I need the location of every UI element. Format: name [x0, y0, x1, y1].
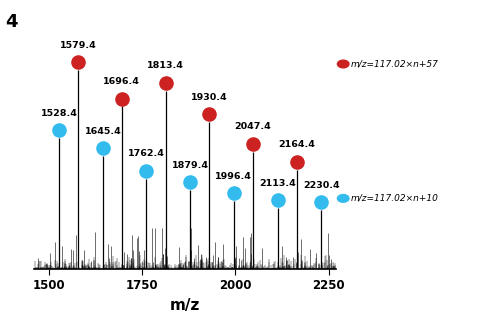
Point: [162, 80, 169, 85]
Point: [230, 191, 238, 196]
Point: [249, 141, 257, 146]
Point: [293, 159, 300, 164]
Point: [143, 168, 150, 173]
Text: 1879.4: 1879.4: [172, 161, 209, 170]
Text: 1996.4: 1996.4: [216, 172, 252, 181]
Point: [274, 197, 281, 203]
Text: 1579.4: 1579.4: [60, 41, 96, 50]
Point: [118, 96, 126, 101]
Point: [55, 128, 63, 133]
Text: m/z=117.02×n+57: m/z=117.02×n+57: [350, 60, 438, 68]
X-axis label: m/z: m/z: [169, 298, 200, 313]
Text: 1696.4: 1696.4: [103, 77, 140, 86]
Text: 4: 4: [5, 13, 17, 31]
Text: 1813.4: 1813.4: [147, 61, 184, 70]
Text: 1930.4: 1930.4: [191, 93, 228, 102]
Point: [74, 60, 82, 65]
Text: 2230.4: 2230.4: [303, 181, 339, 190]
Point: [99, 146, 107, 151]
Point: [186, 180, 194, 185]
Text: 2164.4: 2164.4: [278, 140, 315, 149]
Text: m/z=117.02×n+10: m/z=117.02×n+10: [350, 194, 438, 203]
Point: [205, 112, 213, 117]
Text: 1528.4: 1528.4: [41, 109, 78, 118]
Point: [317, 200, 325, 205]
Text: 2113.4: 2113.4: [259, 179, 296, 188]
Text: 1645.4: 1645.4: [84, 127, 121, 136]
Text: 2047.4: 2047.4: [235, 122, 271, 131]
Text: 1762.4: 1762.4: [128, 149, 165, 158]
